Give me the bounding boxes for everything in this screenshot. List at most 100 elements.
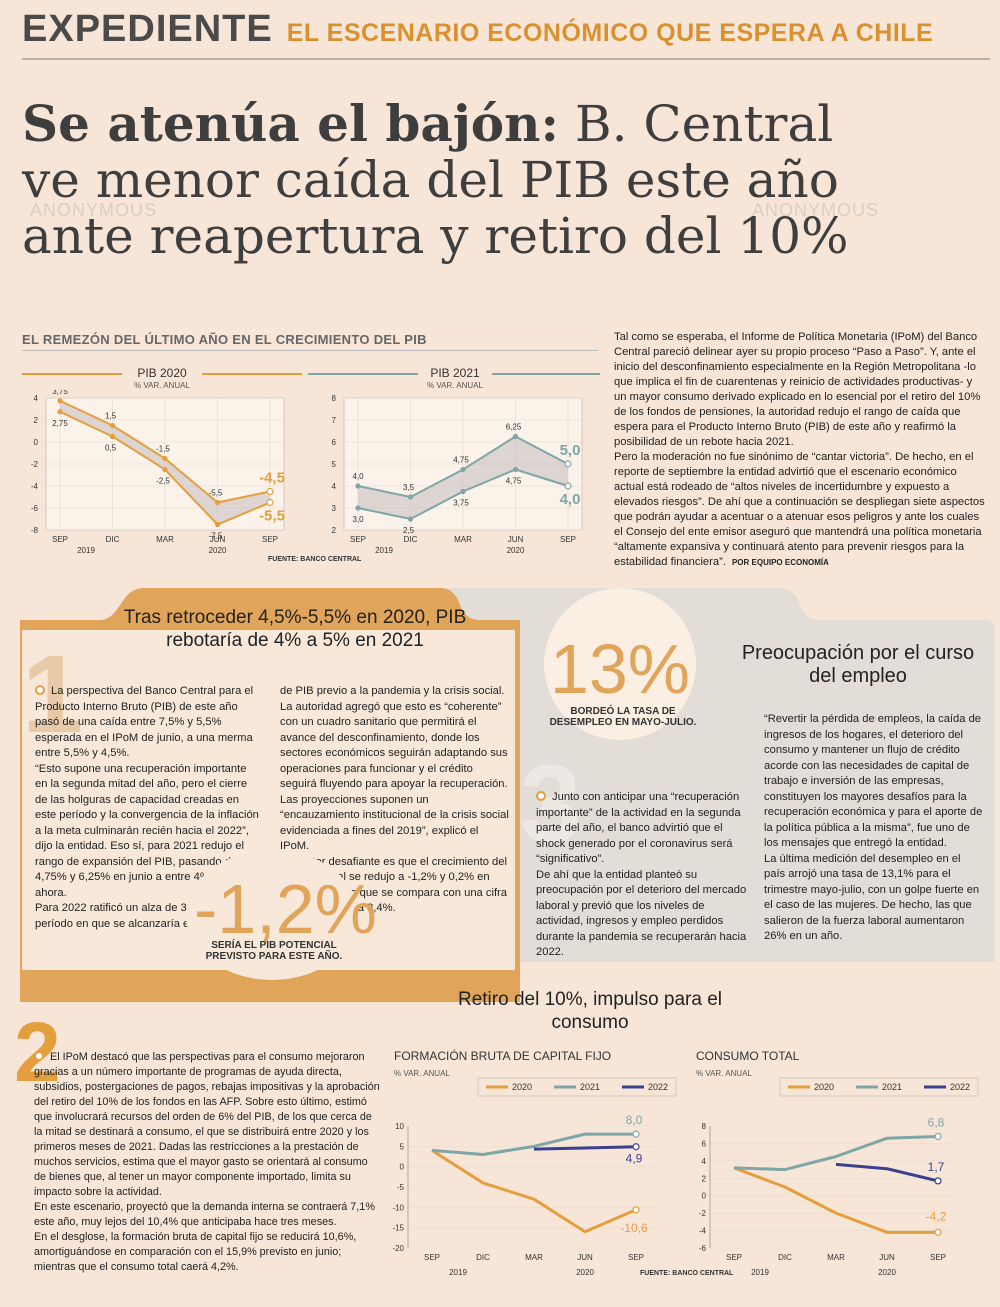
end-point: [632, 1143, 640, 1151]
end-label: 6,8: [928, 1115, 945, 1129]
x-tick-label: SEP: [726, 1253, 742, 1262]
range-band: [60, 400, 270, 525]
headline-bold: Se atenúa el bajón:: [22, 94, 559, 153]
headline-line1: B. Central: [574, 95, 834, 153]
y-tick-label: 7: [332, 416, 337, 425]
data-label: 4,75: [506, 477, 522, 486]
data-label: 0,5: [105, 444, 117, 453]
year-label: 2020: [209, 546, 227, 555]
fbcf-chart: 2020 2021 2022 10 5 0 -5 -10 -15 -20 -10,6 8,0 4,9 SE…: [392, 1077, 677, 1277]
y-tick-label: 10: [395, 1122, 404, 1131]
x-tick-label: JUN: [577, 1253, 593, 1262]
y-tick-label: 2: [702, 1174, 707, 1183]
year-label: 2020: [576, 1268, 594, 1277]
legend-label: 2022: [648, 1082, 668, 1092]
section1-stat: -1,2%: [194, 870, 377, 948]
x-tick-label: SEP: [424, 1253, 440, 1262]
data-point: [460, 466, 466, 473]
y-tick-label: -10: [392, 1203, 404, 1212]
bullet-icon: [34, 1051, 44, 1061]
data-label: 4,75: [453, 456, 469, 465]
x-tick-label: SEP: [628, 1253, 644, 1262]
data-point: [266, 487, 274, 496]
data-label: 6,25: [506, 423, 522, 432]
y-tick-label: 4: [332, 482, 337, 491]
end-label: 4,9: [626, 1152, 643, 1166]
data-label: -5,5: [209, 489, 223, 498]
pib2020-chart: 4 2 0 -2 -4 -6 -8 3,75 1,5 -1,5 -5,5 -4,5 2,75 0,5 -2,…: [31, 390, 285, 555]
section3-title: Preocupación por el curso del empleo: [741, 642, 975, 687]
y-tick-label: -6: [31, 504, 39, 513]
bullet-icon: [536, 791, 546, 801]
data-point: [564, 482, 572, 490]
year-label: 2020: [878, 1268, 896, 1277]
series-line-2022: [835, 1162, 939, 1183]
y-tick-label: 0: [400, 1163, 405, 1172]
x-tick-label: SEP: [262, 535, 278, 544]
headline: Se atenúa el bajón: B. Central ve menor …: [22, 94, 982, 265]
year-label: 2019: [77, 546, 95, 555]
legend-label: 2021: [580, 1082, 600, 1092]
section1-col1: La perspectiva del Banco Central para el…: [35, 684, 260, 932]
intro-text: Tal como se esperaba, el Informe de Polí…: [614, 330, 986, 570]
data-point: [512, 433, 519, 440]
y-tick-label: 6: [332, 438, 337, 447]
series-line-2021: [431, 1132, 636, 1156]
consumo-title: CONSUMO TOTAL: [696, 1049, 800, 1063]
data-point: [355, 505, 361, 511]
bullet-icon: [35, 685, 45, 695]
data-label: 3,75: [453, 499, 469, 508]
watermark: ANONYMOUS: [30, 200, 158, 220]
y-tick-label: 8: [332, 394, 337, 403]
data-point: [407, 516, 414, 522]
data-point: [162, 455, 168, 462]
x-tick-label: MAR: [827, 1253, 845, 1262]
x-tick-label: DIC: [476, 1253, 490, 1262]
y-tick-label: 2: [332, 526, 337, 535]
data-label: -1,5: [156, 445, 170, 454]
legend-rule: [202, 373, 302, 375]
data-point: [460, 488, 466, 495]
x-tick-label: DIC: [404, 535, 418, 544]
consumo-chart: 2020 2021 2022 8 6 4 2 0 -2 -4 -6 -4,2 6,8 1,7 SEP DIC M…: [699, 1077, 979, 1277]
series-line-2020: [431, 1149, 637, 1234]
end-label: 1,7: [928, 1160, 945, 1174]
y-tick-label: -4: [31, 482, 39, 491]
end-point: [632, 1206, 640, 1214]
section1-stat-caption: SERÍA EL PIB POTENCIAL PREVISTO PARA EST…: [205, 940, 343, 962]
x-tick-label: MAR: [525, 1253, 543, 1262]
y-tick-label: 2: [34, 416, 39, 425]
x-tick-label: JUN: [508, 535, 524, 544]
end-point: [934, 1132, 942, 1141]
byline: POR EQUIPO ECONOMÍA: [731, 558, 829, 567]
data-point: [564, 460, 572, 468]
y-tick-label: -4: [699, 1227, 707, 1236]
x-tick-label: DIC: [106, 535, 120, 544]
end-label: -10,6: [620, 1221, 648, 1235]
data-point: [109, 422, 116, 429]
y-tick-label: -5: [397, 1183, 405, 1192]
y-tick-label: 4: [34, 394, 39, 403]
x-tick-label: MAR: [156, 535, 174, 544]
data-label: 3,0: [352, 515, 364, 524]
x-tick-label: SEP: [930, 1253, 946, 1262]
x-tick-label: MAR: [454, 535, 472, 544]
section2-title: Retiro del 10%, impulso para el consumo: [457, 989, 723, 1033]
series-line-2022: [533, 1145, 637, 1151]
intro-paragraph-2: Pero la moderación no fue sinónimo de “c…: [614, 451, 985, 568]
year-label: 2020: [507, 546, 525, 555]
y-tick-label: 4: [702, 1157, 707, 1166]
section3-stat-caption: BORDEÓ LA TASA DE DESEMPLEO EN MAYO-JULI…: [549, 706, 697, 728]
x-tick-label: SEP: [52, 535, 68, 544]
section-label: EXPEDIENTE: [22, 8, 273, 50]
series-line-2021: [733, 1134, 939, 1172]
data-point: [57, 398, 63, 404]
section3-number: 3: [520, 743, 582, 866]
legend-label: 2020: [512, 1082, 532, 1092]
data-point: [512, 466, 519, 473]
data-point: [162, 466, 168, 473]
end-label: -4,2: [926, 1209, 947, 1223]
kicker: EXPEDIENTE EL ESCENARIO ECONÓMICO QUE ES…: [22, 8, 933, 51]
end-label: 8,0: [626, 1113, 643, 1127]
data-label: -2,5: [156, 477, 170, 486]
